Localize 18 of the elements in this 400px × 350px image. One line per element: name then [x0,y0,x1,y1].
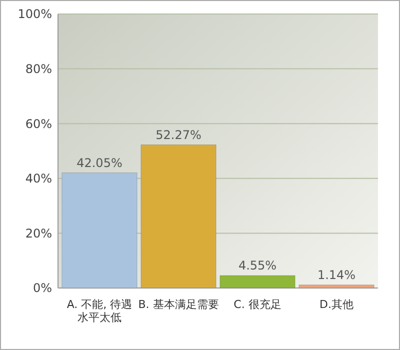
x-tick-label: B. 基本满足需要 [138,298,219,311]
x-tick-label: D.其他 [320,298,354,311]
y-tick-label: 60% [25,116,52,131]
y-tick-label: 20% [25,226,52,240]
y-tick-label: 80% [25,62,52,76]
y-tick-label: 100% [18,7,52,22]
x-tick-label: C. 很充足 [234,298,282,311]
y-tick-label: 0% [32,281,52,296]
data-label: 52.27% [156,128,202,142]
bar [220,275,296,288]
bar [140,144,216,288]
bar [62,172,138,288]
data-label: 1.14% [317,268,356,282]
data-label: 42.05% [76,156,122,170]
x-tick-label: A. 不能, 待遇水平太低 [66,298,132,324]
bar [298,284,374,288]
y-tick-label: 40% [25,172,52,186]
data-label: 4.55% [238,258,277,273]
